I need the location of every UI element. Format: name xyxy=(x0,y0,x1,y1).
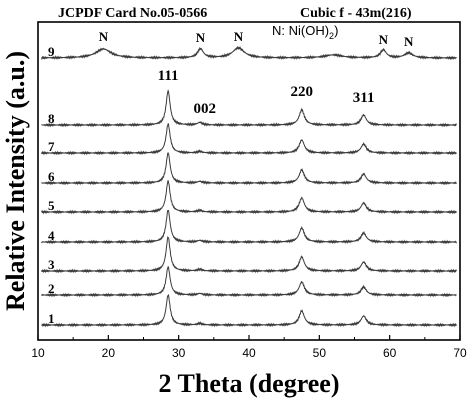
series-trace-4 xyxy=(41,209,457,245)
x-tick-label: 70 xyxy=(453,346,467,360)
series-label-2: 2 xyxy=(48,281,55,296)
peak-label-220: 220 xyxy=(291,84,314,100)
series-trace-9 xyxy=(41,45,457,61)
x-tick-label: 30 xyxy=(172,346,186,360)
x-axis-label: 2 Theta (degree) xyxy=(159,369,340,398)
ni-oh2-note: N: Ni(OH)2) xyxy=(272,23,338,41)
series-label-8: 8 xyxy=(48,111,55,126)
peak-labels: 111 002 220 311 xyxy=(158,68,375,117)
series-trace-8 xyxy=(41,89,457,128)
series-label-6: 6 xyxy=(48,169,55,184)
peak-label-311: 311 xyxy=(353,90,375,106)
series-labels: 1 2 3 4 5 6 7 8 9 xyxy=(48,44,55,326)
x-tick-label: 60 xyxy=(383,346,397,360)
series-label-1: 1 xyxy=(48,311,55,326)
header-left: JCPDF Card No.05-0566 xyxy=(58,6,207,21)
x-tick-label: 20 xyxy=(102,346,116,360)
peak-label-111: 111 xyxy=(158,68,179,84)
peak-label-002: 002 xyxy=(194,101,217,117)
series-label-3: 3 xyxy=(48,257,55,272)
series-label-5: 5 xyxy=(48,198,55,213)
plot-frame xyxy=(37,21,461,341)
n-peak-label: N xyxy=(379,32,389,47)
series-trace-3 xyxy=(41,236,457,274)
x-tick-label: 10 xyxy=(31,346,45,360)
n-peak-label: N xyxy=(234,29,244,44)
series-trace-2 xyxy=(41,266,457,298)
series-trace-6 xyxy=(41,152,457,186)
x-tick-label: 40 xyxy=(242,346,256,360)
n-peak-label: N xyxy=(99,29,109,44)
series-label-4: 4 xyxy=(48,228,55,243)
series-trace-1 xyxy=(41,293,457,328)
n-peak-label: N xyxy=(404,34,414,49)
header-right: Cubic f - 43m(216) xyxy=(300,6,412,21)
ni-oh2-note-close: ) xyxy=(334,23,338,38)
ni-oh2-note-text: N: Ni(OH) xyxy=(272,23,329,38)
n-peak-label: N xyxy=(196,30,206,45)
x-axis-ticks: 10 20 30 40 50 60 70 xyxy=(31,335,467,360)
series-label-7: 7 xyxy=(48,139,55,154)
series-trace-5 xyxy=(41,180,457,215)
series-label-9: 9 xyxy=(48,44,55,59)
traces xyxy=(41,45,457,328)
ni-oh2-note-subscript: 2 xyxy=(329,31,334,41)
series-trace-7 xyxy=(41,123,457,156)
y-axis-label: Relative Intensity (a.u.) xyxy=(1,51,30,311)
x-tick-label: 50 xyxy=(313,346,327,360)
